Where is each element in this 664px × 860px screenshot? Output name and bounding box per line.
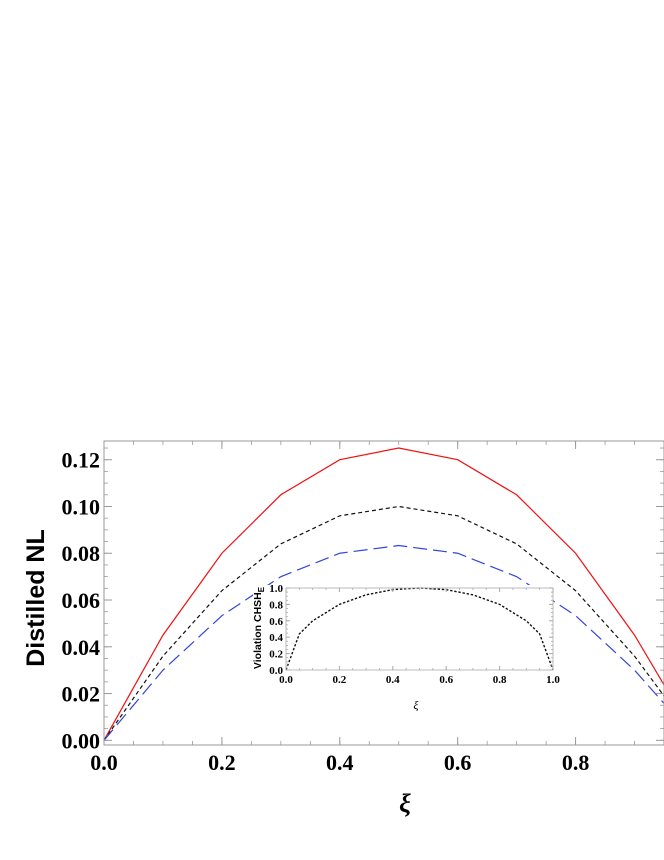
- main-x-tick-label: 0.0: [90, 750, 118, 775]
- inset-y-tick-label: 1.0: [269, 583, 283, 595]
- inset-y-tick-label: 0.8: [269, 599, 283, 611]
- main-y-tick-label: 0.04: [62, 635, 101, 660]
- inset-y-tick-label: 0.2: [269, 649, 283, 661]
- main-y-tick-label: 0.12: [62, 448, 101, 473]
- inset-x-tick-label: 0.4: [386, 674, 400, 686]
- inset-x-tick-label: 0.0: [279, 674, 293, 686]
- y-axis-label: Distilled NL: [22, 529, 50, 667]
- inset-background: [253, 585, 553, 669]
- inset-x-tick-label: 0.2: [333, 674, 347, 686]
- main-series-line-3: [103, 544, 664, 741]
- main-y-tick-label: 0.08: [62, 541, 101, 566]
- inset-y-tick-label: 0.6: [269, 616, 283, 628]
- main-series-group: [103, 447, 664, 741]
- main-x-tick-label: 0.8: [562, 750, 590, 775]
- inset-x-tick-label: 0.8: [493, 674, 507, 686]
- inset-x-axis-label: ξ: [413, 698, 419, 712]
- inset-x-tick-label: 1.0: [546, 674, 560, 686]
- inset-y-axis-label-subscript: E: [257, 586, 266, 592]
- inset-y-tick-label: 0.0: [269, 665, 283, 677]
- main-y-tick-label: 0.00: [62, 728, 101, 753]
- inset-plot: 0.0 0.2 0.4 0.6 0.8 1.0 0.0 0.2 0.4 0.6 0.8 1.0 Vio…: [252, 583, 560, 712]
- main-tick-group: 0.0 0.2 0.4 0.6 0.8 0.00 0.02 0.04 0.06 0.08 0.10 0…: [62, 440, 664, 775]
- main-y-tick-label: 0.06: [62, 588, 101, 613]
- main-x-tick-label: 0.4: [326, 750, 354, 775]
- inset-y-axis-label: Violation CHSHE: [252, 586, 266, 669]
- inset-y-tick-label: 0.4: [269, 632, 283, 644]
- inset-y-axis-label-text: Violation CHSH: [252, 592, 264, 669]
- main-series-line-2: [103, 505, 664, 741]
- main-plot: 0.0 0.2 0.4 0.6 0.8 0.00 0.02 0.04 0.06 0.08 0.10 0…: [22, 440, 664, 818]
- main-plot-frame: [103, 440, 664, 746]
- x-axis-label: ξ: [399, 789, 411, 818]
- inset-x-tick-label: 0.6: [439, 674, 453, 686]
- main-y-tick-label: 0.02: [62, 682, 101, 707]
- inset-tick-group: 0.0 0.2 0.4 0.6 0.8 1.0 0.0 0.2 0.4 0.6 0.8 1.0: [269, 583, 560, 686]
- main-x-tick-label: 0.6: [444, 750, 472, 775]
- main-y-tick-label: 0.10: [62, 494, 101, 519]
- main-x-tick-label: 0.2: [208, 750, 236, 775]
- main-series-line-1: [103, 447, 664, 741]
